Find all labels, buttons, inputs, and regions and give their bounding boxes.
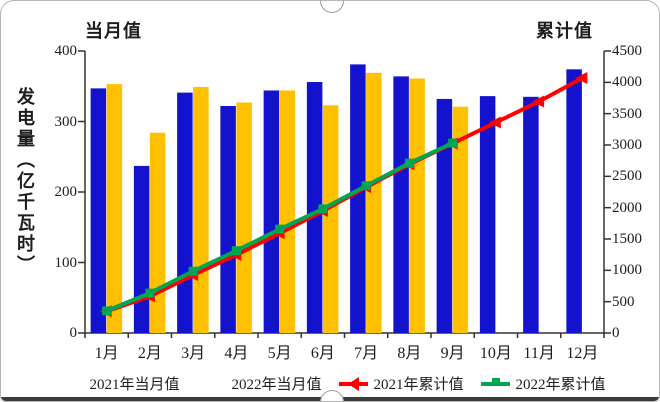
marker-2021年累计值-11月 — [532, 95, 545, 108]
bar-2022年当月值-9月 — [452, 106, 469, 333]
plot-area — [78, 50, 611, 338]
legend-item-1: 2022年当月值 — [196, 373, 321, 394]
bar-2022年当月值-1月 — [106, 84, 123, 333]
top-notch-handle — [320, 1, 344, 13]
bar-2022年当月值-8月 — [409, 78, 425, 334]
legend-swatch-icon — [480, 377, 510, 389]
legend: 2021年当月值 2022年当月值 2021年累计值 2022年累计值 — [1, 373, 659, 394]
x-tick-label-9月: 9月 — [440, 345, 465, 362]
marker-2022年累计值-3月 — [188, 266, 198, 276]
legend-swatch-icon — [338, 376, 368, 391]
left-tick-label: 100 — [54, 254, 78, 271]
right-axis-title: 累计值 — [536, 21, 593, 41]
bar-2022年当月值-5月 — [279, 90, 296, 333]
bar-2022年当月值-7月 — [366, 72, 382, 334]
marker-2022年累计值-4月 — [231, 246, 241, 256]
bar-2021年当月值-6月 — [306, 82, 323, 333]
legend-label: 2021年当月值 — [89, 377, 180, 393]
x-tick-label-3月: 3月 — [181, 345, 206, 362]
marker-2022年累计值-7月 — [361, 181, 371, 191]
legend-label: 2021年累计值 — [373, 377, 464, 393]
right-tick-label: 4000 — [612, 74, 642, 91]
legend-item-3: 2022年累计值 — [480, 373, 606, 394]
triangle-marker-icon — [347, 376, 359, 391]
left-axis-title: 当月值 — [85, 21, 142, 41]
right-tick-label: 500 — [612, 293, 635, 310]
legend-item-0: 2021年当月值 — [54, 373, 179, 394]
bar-2021年当月值-10月 — [479, 96, 496, 333]
right-tick-label: 2000 — [612, 199, 642, 216]
right-tick-label: 2500 — [612, 168, 642, 185]
bar-2022年当月值-6月 — [322, 105, 339, 333]
bar-2022年当月值-2月 — [149, 132, 166, 333]
x-tick-label-5月: 5月 — [267, 345, 292, 362]
x-tick-label-11月: 11月 — [523, 345, 555, 362]
bar-2021年当月值-7月 — [350, 64, 366, 334]
right-tick-label: 0 — [612, 325, 620, 341]
marker-2022年累计值-8月 — [404, 158, 414, 168]
marker-2022年累计值-9月 — [448, 138, 458, 148]
marker-2022年累计值-2月 — [145, 288, 155, 298]
x-tick-label-12月: 12月 — [566, 345, 599, 362]
x-tick-label-7月: 7月 — [354, 345, 379, 362]
bar-2022年当月值-4月 — [236, 102, 252, 333]
bar-2021年当月值-5月 — [263, 90, 280, 333]
bar-2021年当月值-11月 — [523, 96, 539, 333]
x-tick-label-1月: 1月 — [94, 345, 119, 362]
marker-2022年累计值-1月 — [102, 306, 112, 316]
right-tick-label: 1500 — [612, 231, 642, 247]
bar-2021年当月值-12月 — [566, 69, 582, 333]
legend-swatch-icon — [54, 379, 83, 389]
x-tick-label-4月: 4月 — [224, 345, 249, 362]
right-tick-label: 3000 — [612, 137, 642, 153]
x-tick-label-2月: 2月 — [137, 345, 162, 362]
bar-2021年当月值-8月 — [393, 76, 409, 333]
right-tick-label: 4500 — [612, 43, 642, 59]
bar-2021年当月值-2月 — [133, 165, 150, 333]
right-tick-label: 1000 — [612, 262, 642, 279]
bar-2022年当月值-3月 — [193, 86, 209, 333]
x-tick-label-10月: 10月 — [479, 345, 512, 362]
bar-2021年当月值-9月 — [436, 98, 453, 333]
left-tick-label: 0 — [69, 325, 78, 341]
x-tick-label-8月: 8月 — [397, 345, 422, 362]
legend-label: 2022年累计值 — [515, 377, 606, 393]
x-tick-label-6月: 6月 — [310, 345, 335, 362]
y-axis-label: 发电量（亿千瓦时） — [15, 87, 35, 276]
marker-2022年累计值-5月 — [275, 224, 285, 234]
right-tick-label: 3500 — [612, 105, 642, 122]
square-marker-icon — [491, 377, 500, 386]
left-tick-label: 200 — [54, 184, 78, 200]
marker-2021年累计值-10月 — [488, 116, 501, 129]
legend-swatch-icon — [196, 379, 225, 389]
marker-2021年累计值-12月 — [575, 72, 588, 85]
legend-item-2: 2021年累计值 — [338, 373, 464, 394]
bar-2021年当月值-4月 — [220, 105, 236, 333]
marker-2022年累计值-6月 — [318, 204, 328, 214]
legend-label: 2022年当月值 — [231, 377, 322, 393]
bar-2021年当月值-1月 — [90, 88, 107, 333]
bar-2021年当月值-3月 — [177, 92, 193, 333]
left-tick-label: 300 — [54, 113, 78, 130]
left-tick-label: 400 — [54, 43, 78, 59]
